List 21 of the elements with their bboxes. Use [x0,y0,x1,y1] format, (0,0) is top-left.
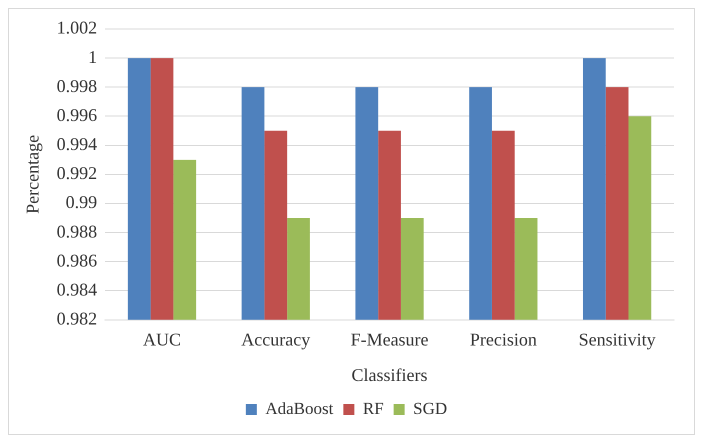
x-tick-label: Precision [470,329,537,350]
y-tick-label: 0.984 [56,279,98,300]
y-tick-label: 0.982 [56,308,98,329]
y-tick-label: 1.002 [56,18,98,38]
y-tick-label: 0.992 [56,163,98,184]
x-tick-label: F-Measure [350,329,429,350]
x-tick-label: AUC [142,329,181,350]
x-axis-title: Classifiers [352,364,428,385]
legend-label: SGD [413,398,448,418]
y-tick-label: 1 [88,46,98,67]
y-tick-label: 0.994 [56,134,98,154]
y-axis-title: Percentage [22,134,43,214]
legend-label: AdaBoost [265,398,334,418]
x-tick-label: Sensitivity [578,329,656,350]
y-tick-label: 0.99 [66,192,98,212]
y-tick-label: 0.988 [56,221,98,242]
y-tick-label: 0.998 [56,76,98,96]
legend-label: RF [362,398,384,418]
y-tick-label: 0.996 [56,104,98,125]
x-tick-label: Accuracy [241,329,310,350]
y-tick-label: 0.986 [56,250,98,270]
